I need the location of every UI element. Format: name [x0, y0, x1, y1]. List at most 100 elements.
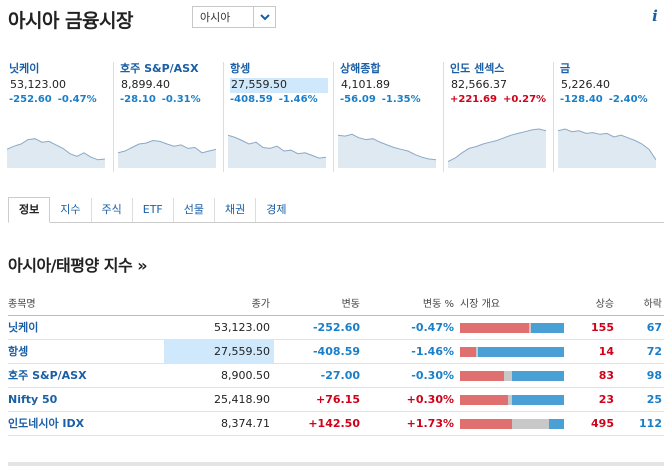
tab-item[interactable]: 경제 [266, 203, 287, 216]
tile-name[interactable]: 상해종합 [340, 62, 381, 75]
sparkline-area [228, 135, 326, 168]
info-icon[interactable]: i [652, 7, 658, 25]
sparkline-area [338, 134, 436, 168]
tile-price: 27,559.50 [230, 78, 328, 93]
row-price: 53,123.00 [214, 321, 270, 334]
tile-change: -28.10 -0.31% [120, 93, 223, 109]
tile-price: 5,226.40 [561, 78, 610, 91]
tab-item[interactable]: 정보 [8, 197, 51, 223]
tile-name[interactable]: 금 [560, 62, 571, 75]
region-select[interactable]: 아시아 [192, 6, 276, 28]
index-tile[interactable]: 닛케이 53,123.00 -252.60 -0.47% [3, 62, 113, 172]
index-tile[interactable]: 상해종합 4,101.89 -56.09 -1.35% [333, 62, 443, 172]
tile-change-pct: -1.35% [381, 94, 421, 105]
header-up: 상승 [595, 299, 614, 310]
section-title[interactable]: 아시아/태평양 지수 » [8, 256, 148, 275]
header: 아시아 금융시장 아시아 i [8, 6, 664, 36]
index-tile[interactable]: 금 5,226.40 -128.40 -2.40% [553, 62, 663, 172]
row-change: -27.00 [320, 369, 360, 382]
header-pct: 변동 % [422, 299, 454, 310]
tile-change-value: -128.40 [560, 94, 603, 105]
index-tiles: 닛케이 53,123.00 -252.60 -0.47% 호주 S&P/ASX 8… [3, 62, 663, 172]
bar-down-segment [511, 395, 564, 405]
bar-track [460, 347, 564, 357]
tab-item[interactable]: 주식 [92, 198, 133, 222]
sparkline-area [558, 129, 656, 168]
row-pct: -1.46% [411, 345, 454, 358]
row-name-link[interactable]: 닛케이 [8, 321, 39, 334]
tile-change: -252.60 -0.47% [9, 93, 113, 109]
row-change: -252.60 [312, 321, 360, 334]
tile-name[interactable]: 호주 S&P/ASX [120, 62, 199, 75]
tile-change-pct: -2.40% [608, 94, 648, 105]
bar-track [460, 371, 564, 381]
tile-change: +221.69 +0.27% [450, 93, 553, 109]
bar-up-segment [460, 395, 508, 405]
bar-up-segment [460, 371, 504, 381]
page-title: 아시아 금융시장 [8, 10, 133, 32]
tile-price: 4,101.89 [341, 78, 390, 91]
tile-name[interactable]: 닛케이 [9, 62, 40, 75]
row-name-link[interactable]: 인도네시아 IDX [8, 417, 85, 430]
row-up-count: 155 [591, 321, 614, 334]
sparkline-line [118, 139, 216, 154]
tile-change: -128.40 -2.40% [560, 93, 663, 109]
row-down-count: 112 [639, 417, 662, 430]
tile-price: 8,899.40 [121, 78, 170, 91]
row-change: -408.59 [312, 345, 360, 358]
header-price: 종가 [251, 299, 270, 310]
tile-change-value: -28.10 [120, 94, 156, 105]
index-tile[interactable]: 항셍 27,559.50 -408.59 -1.46% [223, 62, 333, 172]
tile-name[interactable]: 항셍 [230, 62, 251, 75]
row-pct: -0.47% [411, 321, 454, 334]
bar-unchanged-segment [503, 371, 512, 381]
table-row: Nifty 50 25,418.90 +76.15 +0.30% 23 25 [8, 388, 664, 412]
index-table: 종목명 종가 변동 변동 % 시장 개요 상승 하락 닛케이 53,123.00… [8, 294, 664, 436]
row-pct: +1.73% [406, 417, 454, 430]
tile-change-value: -408.59 [230, 94, 273, 105]
sparkline [338, 133, 436, 168]
table-body: 닛케이 53,123.00 -252.60 -0.47% 155 67 항셍 2… [8, 316, 664, 436]
table-row: 인도네시아 IDX 8,374.71 +142.50 +1.73% 495 11… [8, 412, 664, 436]
header-name: 종목명 [8, 299, 36, 310]
tile-change: -408.59 -1.46% [230, 93, 333, 109]
tab-item[interactable]: 채권 [215, 198, 257, 222]
bar-track [460, 323, 564, 333]
row-name-link[interactable]: 호주 S&P/ASX [8, 369, 87, 382]
tab-item[interactable]: ETF [133, 198, 174, 222]
market-overview-bar [460, 364, 564, 387]
bar-track [460, 395, 564, 405]
row-down-count: 25 [646, 393, 662, 406]
index-tile[interactable]: 호주 S&P/ASX 8,899.40 -28.10 -0.31% [113, 62, 223, 172]
row-price: 27,559.50 [164, 340, 274, 363]
bar-unchanged-segment [512, 419, 550, 429]
sparkline-line [558, 128, 656, 161]
index-tile[interactable]: 인도 센섹스 82,566.37 +221.69 +0.27% [443, 62, 553, 172]
tab-item[interactable]: 지수 [50, 198, 92, 222]
header-overview: 시장 개요 [460, 299, 500, 310]
row-up-count: 83 [598, 369, 614, 382]
tile-change-pct: +0.27% [502, 94, 547, 105]
row-name-link[interactable]: 항셍 [8, 345, 29, 358]
bar-down-segment [511, 371, 564, 381]
tile-name[interactable]: 인도 센섹스 [450, 62, 505, 75]
tile-change-pct: -0.47% [57, 94, 97, 105]
bar-unchanged-segment [528, 323, 531, 333]
table-row: 닛케이 53,123.00 -252.60 -0.47% 155 67 [8, 316, 664, 340]
tab-item[interactable]: 선물 [174, 198, 215, 222]
row-pct: -0.30% [411, 369, 454, 382]
row-down-count: 67 [646, 321, 662, 334]
market-tabs: 정보 지수 주식 ETF 선물 채권 경제 [8, 197, 664, 223]
row-down-count: 98 [646, 369, 662, 382]
sparkline-area [7, 138, 105, 168]
row-change: +142.50 [308, 417, 360, 430]
bar-unchanged-segment [507, 395, 512, 405]
row-up-count: 14 [598, 345, 614, 358]
row-name-link[interactable]: Nifty 50 [8, 393, 58, 406]
chevron-down-icon[interactable] [253, 7, 275, 27]
bar-unchanged-segment [475, 347, 478, 357]
tile-change-value: -56.09 [340, 94, 376, 105]
sparkline-line [448, 128, 546, 163]
tile-change-value: +221.69 [450, 94, 497, 105]
sparkline-line [7, 138, 105, 161]
